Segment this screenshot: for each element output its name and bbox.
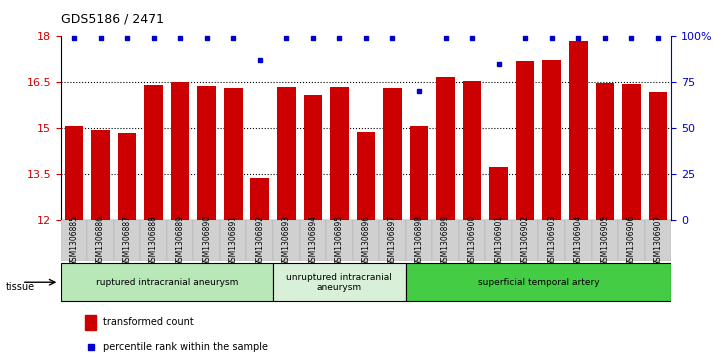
Text: transformed count: transformed count: [104, 318, 194, 327]
Bar: [87, 220, 114, 261]
Bar: [273, 264, 406, 301]
Text: GDS5186 / 2471: GDS5186 / 2471: [61, 13, 164, 26]
Bar: [65, 126, 84, 220]
Bar: [251, 178, 269, 220]
Bar: [486, 220, 512, 261]
Text: GSM1306897: GSM1306897: [388, 215, 397, 266]
Bar: [91, 130, 110, 220]
Text: GSM1306904: GSM1306904: [574, 215, 583, 266]
Bar: [273, 220, 300, 261]
Bar: [463, 81, 481, 220]
Bar: [224, 88, 243, 220]
Text: GSM1306885: GSM1306885: [69, 215, 79, 266]
Bar: [171, 82, 189, 220]
Bar: [645, 220, 671, 261]
Bar: [489, 167, 508, 220]
Text: GSM1306893: GSM1306893: [282, 215, 291, 266]
Bar: [569, 41, 588, 220]
Bar: [356, 132, 376, 220]
Bar: [459, 220, 486, 261]
Bar: [591, 220, 618, 261]
Bar: [538, 220, 565, 261]
Bar: [144, 85, 163, 220]
Text: GSM1306903: GSM1306903: [547, 215, 556, 266]
Text: tissue: tissue: [6, 282, 35, 292]
Text: GSM1306901: GSM1306901: [494, 215, 503, 266]
Bar: [543, 60, 561, 220]
Text: GSM1306905: GSM1306905: [600, 215, 609, 266]
Text: percentile rank within the sample: percentile rank within the sample: [104, 342, 268, 352]
Bar: [193, 220, 220, 261]
Bar: [277, 87, 296, 220]
Bar: [406, 264, 671, 301]
Bar: [61, 220, 87, 261]
Bar: [85, 315, 96, 330]
Text: GSM1306906: GSM1306906: [627, 215, 636, 266]
Bar: [61, 264, 273, 301]
Text: GSM1306890: GSM1306890: [202, 215, 211, 266]
Bar: [353, 220, 379, 261]
Bar: [432, 220, 459, 261]
Text: GSM1306907: GSM1306907: [653, 215, 663, 266]
Bar: [379, 220, 406, 261]
Text: GSM1306899: GSM1306899: [441, 215, 450, 266]
Text: GSM1306898: GSM1306898: [415, 215, 423, 266]
Bar: [383, 87, 402, 220]
Bar: [118, 134, 136, 220]
Bar: [436, 77, 455, 220]
Bar: [512, 220, 538, 261]
Bar: [167, 220, 193, 261]
Text: superficial temporal artery: superficial temporal artery: [478, 278, 599, 287]
Bar: [516, 61, 535, 220]
Bar: [300, 220, 326, 261]
Bar: [220, 220, 246, 261]
Bar: [246, 220, 273, 261]
Text: GSM1306891: GSM1306891: [228, 215, 238, 266]
Bar: [622, 83, 640, 220]
Bar: [648, 92, 667, 220]
Bar: [197, 86, 216, 220]
Bar: [595, 83, 614, 220]
Bar: [141, 220, 167, 261]
Text: ruptured intracranial aneurysm: ruptured intracranial aneurysm: [96, 278, 238, 287]
Bar: [326, 220, 353, 261]
Bar: [330, 87, 348, 220]
Bar: [303, 95, 322, 220]
Text: unruptured intracranial
aneurysm: unruptured intracranial aneurysm: [286, 273, 392, 292]
Text: GSM1306886: GSM1306886: [96, 215, 105, 266]
Text: GSM1306892: GSM1306892: [256, 215, 264, 266]
Bar: [410, 126, 428, 220]
Bar: [618, 220, 645, 261]
Text: GSM1306902: GSM1306902: [521, 215, 530, 266]
Text: GSM1306900: GSM1306900: [468, 215, 476, 266]
Bar: [406, 220, 432, 261]
Text: GSM1306896: GSM1306896: [361, 215, 371, 266]
Text: GSM1306887: GSM1306887: [123, 215, 131, 266]
Text: GSM1306895: GSM1306895: [335, 215, 344, 266]
Text: GSM1306889: GSM1306889: [176, 215, 185, 266]
Bar: [565, 220, 591, 261]
Bar: [114, 220, 141, 261]
Text: GSM1306888: GSM1306888: [149, 215, 158, 266]
Text: GSM1306894: GSM1306894: [308, 215, 317, 266]
